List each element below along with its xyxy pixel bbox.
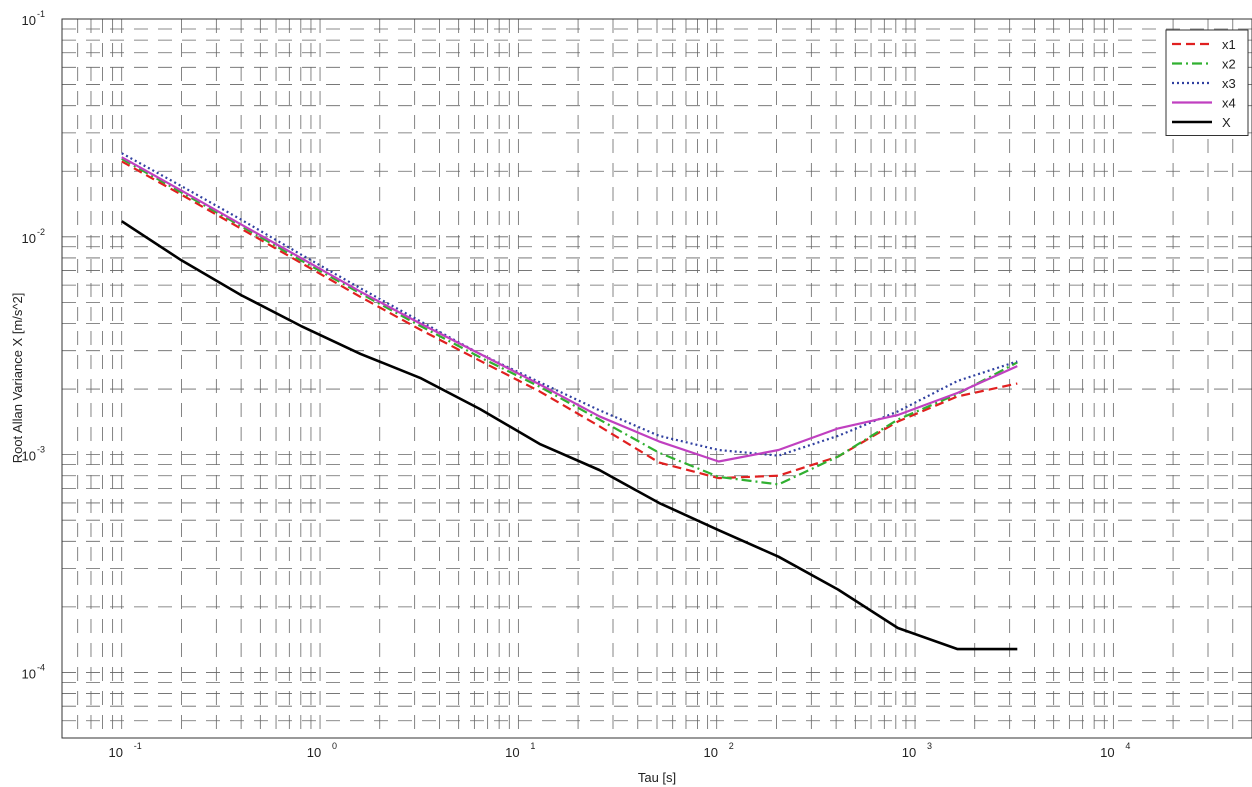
series-line-x1 xyxy=(121,160,1018,480)
y-tick-label: 10 xyxy=(22,666,36,681)
x-axis-label: Tau [s] xyxy=(638,770,676,785)
x-tick-exponent: 2 xyxy=(729,741,734,751)
legend-label-x3: x3 xyxy=(1222,76,1236,91)
legend-label-x1: x1 xyxy=(1222,37,1236,52)
y-tick-label: 10 xyxy=(22,13,36,28)
y-tick-label: 10 xyxy=(22,449,36,464)
legend: x1 x2 x3 x4 X xyxy=(1165,29,1249,136)
series-lines xyxy=(120,152,1018,651)
x-tick-label: 10 xyxy=(902,745,916,760)
axis-ticks: 10 -1 10 0 10 1 10 2 10 3 10 410 -110 -210 -310 -4 xyxy=(22,9,1131,760)
x-tick-label: 10 xyxy=(505,745,519,760)
y-axis-label: Root Allan Variance X [m/s^2] xyxy=(10,293,25,464)
series-line-x4 xyxy=(121,156,1018,463)
y-tick-exponent: -2 xyxy=(37,227,45,237)
y-tick-exponent: -4 xyxy=(37,662,45,672)
y-tick-label: 10 xyxy=(22,231,36,246)
x-tick-exponent: 4 xyxy=(1125,741,1130,751)
x-tick-label: 10 xyxy=(1100,745,1114,760)
legend-label-x4: x4 xyxy=(1222,96,1236,111)
series-line-x-total xyxy=(120,220,1018,651)
legend-label-x2: x2 xyxy=(1222,57,1236,72)
legend-label-x: X xyxy=(1222,115,1231,130)
y-tick-exponent: -3 xyxy=(37,445,45,455)
x-tick-exponent: -1 xyxy=(134,741,142,751)
x-tick-exponent: 1 xyxy=(530,741,535,751)
grid xyxy=(61,18,1252,739)
x-tick-exponent: 3 xyxy=(927,741,932,751)
y-tick-exponent: -1 xyxy=(37,9,45,19)
series-line-x2 xyxy=(121,157,1018,486)
x-tick-exponent: 0 xyxy=(332,741,337,751)
x-tick-label: 10 xyxy=(703,745,717,760)
x-tick-label: 10 xyxy=(307,745,321,760)
plot-frame xyxy=(61,18,1252,739)
x-tick-label: 10 xyxy=(108,745,122,760)
series-line-x3 xyxy=(121,152,1018,457)
